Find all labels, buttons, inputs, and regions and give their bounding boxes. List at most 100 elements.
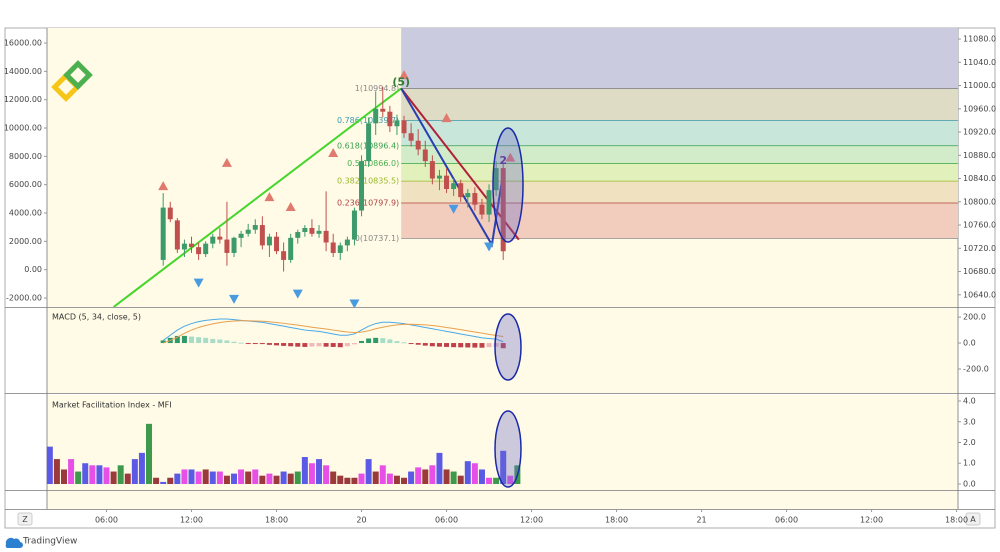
histogram-bar [429, 343, 435, 347]
mfi-bar [500, 450, 507, 484]
mfi-bar [294, 471, 301, 484]
histogram-bar [323, 343, 329, 347]
histogram-bar [337, 343, 343, 348]
fractal [328, 147, 339, 157]
candle-body [189, 243, 195, 248]
mfi-bar [280, 471, 287, 484]
mfi-bar [316, 459, 323, 484]
histogram-bar [444, 343, 450, 347]
mfi-bar [68, 459, 75, 484]
histogram-bar [288, 343, 294, 347]
y-tick-label: 2.0 [963, 438, 976, 447]
fib-label: 0.236(10797.9) [337, 199, 399, 208]
histogram-bar [436, 343, 442, 347]
mfi-bar [146, 423, 153, 484]
mfi-bar [344, 477, 351, 484]
y-tick-label: 11080.0 [963, 35, 996, 44]
mfi-bar [358, 473, 365, 484]
y-tick-label: 16000.00 [4, 39, 42, 48]
mfi-bar [202, 469, 209, 484]
candle-body [231, 237, 237, 253]
mfi-bar [96, 465, 103, 484]
fractal [264, 192, 275, 202]
mfi-bar [110, 471, 117, 484]
fractal [193, 278, 204, 288]
trend-line [400, 87, 520, 241]
macd-title: MACD (5, 34, close, 5) [52, 313, 141, 322]
x-tick-label: 06:00 [95, 516, 118, 525]
fib-band [401, 28, 958, 89]
candle-body [479, 204, 485, 215]
fib-label: 0.786(10939.7) [337, 116, 399, 125]
histogram-bar [380, 338, 386, 344]
histogram-bar [210, 338, 216, 344]
fib-label: 0(10737.1) [355, 234, 399, 243]
histogram-bar [295, 343, 301, 347]
histogram-bar [387, 339, 393, 344]
candle-body [472, 193, 478, 205]
histogram-bar [224, 340, 230, 344]
y-tick-label: 3.0 [963, 417, 976, 426]
histogram-bar [486, 343, 492, 348]
mfi-bar [131, 459, 138, 484]
macd-panel [47, 308, 958, 393]
candle-body [486, 190, 492, 215]
fib-label: 0.5(10866.0) [347, 159, 399, 168]
candle-body [422, 149, 428, 162]
x-tick-label: 12:00 [180, 516, 203, 525]
mfi-bar [273, 475, 280, 484]
button-label[interactable]: A [970, 515, 976, 524]
mfi-bar [174, 473, 181, 484]
candle-body [366, 123, 372, 162]
mfi-bar [53, 459, 60, 484]
histogram-bar [401, 342, 407, 344]
mfi-bar [124, 473, 131, 484]
y-tick-label: 0.0 [963, 339, 976, 348]
histogram-bar [373, 337, 379, 344]
y-tick-label: -2000.00 [6, 294, 42, 303]
histogram-bar [181, 335, 187, 344]
histogram-bar [245, 343, 251, 345]
fib-band [401, 88, 958, 121]
mfi-bar [231, 473, 238, 484]
mfi-bar [160, 481, 167, 484]
y-tick-label: 10800.0 [963, 197, 996, 206]
y-tick-label: 6000.00 [9, 180, 42, 189]
candle-body [167, 207, 173, 220]
mfi-bar [61, 469, 68, 484]
mfi-bar [436, 452, 443, 484]
mfi-bar [195, 471, 202, 484]
histogram-bar [238, 342, 244, 344]
histogram-bar [465, 343, 471, 348]
candle-body [323, 230, 329, 243]
y-tick-label: 1.0 [963, 459, 976, 468]
fractal [349, 299, 360, 307]
histogram-bar [217, 339, 223, 344]
button[interactable] [965, 512, 981, 526]
button-label[interactable]: Z [22, 515, 28, 524]
histogram-bar [160, 340, 166, 344]
x-tick-label: 21 [696, 516, 706, 525]
y-tick-label: 12000.00 [4, 95, 42, 104]
histogram-bar [203, 337, 209, 344]
brand-logo [5, 537, 23, 548]
y-tick-label: 10680.0 [963, 267, 996, 276]
mfi-title: Market Facilitation Index - MFI [52, 401, 172, 410]
mfi-bar [351, 477, 358, 484]
mfi-bar [450, 471, 457, 484]
mfi-bar [408, 471, 415, 484]
fractal [505, 152, 516, 162]
mfi-bar [167, 477, 174, 484]
mfi-bar [493, 477, 500, 484]
y-tick-label: 8000.00 [9, 152, 42, 161]
histogram-bar [408, 343, 414, 345]
y-tick-label: 10720.0 [963, 244, 996, 253]
histogram-bar [472, 343, 478, 348]
brand: TradingView [22, 537, 77, 547]
histogram-bar [330, 343, 336, 347]
mfi-bar [443, 469, 450, 484]
candle-body [500, 168, 506, 252]
x-tick-label: 06:00 [435, 516, 458, 525]
button[interactable] [17, 512, 33, 526]
